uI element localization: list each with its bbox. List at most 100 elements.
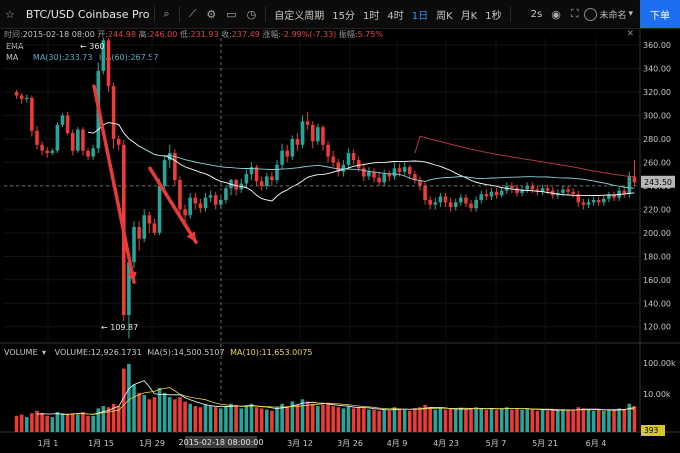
- volume-bar: [157, 387, 162, 432]
- period-1h[interactable]: 1时: [363, 10, 380, 22]
- volume-bar: [111, 403, 116, 432]
- toolbar-left: ☆ BTC/USD Coinbase Pro ⌕ ⟋ ⚙ ▭ ◷ 自定义周期 1…: [0, 0, 633, 28]
- volume-bar: [459, 408, 463, 432]
- volume-bar: [70, 413, 75, 432]
- search-icon[interactable]: ⌕: [163, 7, 170, 20]
- volume-bar: [55, 411, 60, 432]
- legend-volume[interactable]: VOLUME ▾ VOLUME:12,926.1731 MA(5):14,500…: [4, 348, 313, 357]
- volume-bar: [510, 409, 514, 432]
- clock-icon[interactable]: ◷: [246, 7, 257, 21]
- high-annotation: ← 360: [80, 42, 105, 51]
- candle-body: [111, 86, 116, 139]
- fullscreen-icon[interactable]: ⛶: [570, 7, 579, 20]
- legend-ma60: MA(60):267.57: [98, 53, 159, 62]
- candle-body: [254, 167, 259, 182]
- custom-period-dropdown[interactable]: 自定义周期: [274, 10, 325, 22]
- volume-bar: [561, 409, 565, 432]
- volume-bar: [627, 403, 632, 432]
- settings-icon[interactable]: ⚙: [206, 7, 217, 21]
- volume-bar: [550, 409, 555, 432]
- y-tick-label: 140.00: [643, 299, 671, 308]
- volume-bar: [351, 408, 356, 432]
- volume-tick-label: 10.00k: [643, 390, 671, 399]
- volume-bar: [229, 403, 233, 432]
- period-1s[interactable]: 1秒: [485, 10, 502, 22]
- volume-bar: [433, 409, 438, 432]
- volume-bar: [535, 410, 540, 432]
- ma30-line: [87, 122, 635, 202]
- candle-body: [474, 199, 478, 209]
- candle-body: [367, 171, 371, 177]
- order-button[interactable]: 下单: [640, 0, 680, 28]
- candle-body: [612, 195, 616, 198]
- volume-bar: [484, 409, 489, 432]
- candle-body: [86, 150, 90, 157]
- volume-bar: [356, 407, 361, 432]
- candle-body: [571, 191, 575, 195]
- x-tick-label: 1月 15: [88, 439, 114, 448]
- volume-bar: [137, 392, 141, 432]
- candle-body: [213, 195, 218, 205]
- volume-bar: [530, 409, 535, 432]
- volume-bar: [35, 410, 39, 432]
- vol-ma10-line: [62, 387, 635, 415]
- candle-body: [438, 196, 443, 203]
- candle-body: [499, 190, 504, 196]
- candle-body: [122, 144, 126, 316]
- refresh-interval[interactable]: 2s: [530, 8, 543, 20]
- camera-icon[interactable]: ◉: [551, 7, 561, 21]
- candle-body: [275, 164, 279, 181]
- candle-body: [305, 121, 310, 125]
- candle-body: [224, 188, 228, 200]
- candle-body: [535, 189, 540, 192]
- candle-body: [326, 144, 330, 157]
- volume-bar: [244, 406, 249, 432]
- candle-body: [310, 124, 315, 142]
- volume-bar: [540, 409, 545, 432]
- star-icon[interactable]: ☆: [5, 7, 15, 21]
- candle-body: [362, 168, 366, 177]
- close-icon[interactable]: ✕: [626, 29, 634, 39]
- volume-bar: [60, 413, 65, 432]
- candle-body: [632, 176, 637, 183]
- legend-vol-value: VOLUME:12,926.1731: [54, 348, 142, 357]
- y-tick-label: 220.00: [643, 205, 671, 214]
- toolbar: ☆ BTC/USD Coinbase Pro ⌕ ⟋ ⚙ ▭ ◷ 自定义周期 1…: [0, 0, 680, 29]
- change-value: -2.99%(-7.33): [281, 30, 337, 39]
- time-label: 时间:: [4, 30, 23, 39]
- volume-bar: [183, 401, 187, 432]
- legend-ma[interactable]: MA MA(30):233.73 MA(60):267.57: [6, 53, 158, 62]
- volume-bar: [336, 407, 341, 432]
- volume-bar: [418, 407, 422, 432]
- period-15m[interactable]: 15分: [332, 10, 355, 22]
- symbol-title[interactable]: BTC/USD Coinbase Pro: [25, 7, 150, 21]
- crosshair-date-label: 2015-02-18 08:00:00: [179, 438, 264, 447]
- period-4h[interactable]: 4时: [387, 10, 404, 22]
- change-label: 涨幅:: [262, 30, 282, 39]
- candle-body: [413, 174, 417, 181]
- candle-body: [91, 148, 95, 157]
- period-month[interactable]: 月K: [460, 10, 478, 22]
- volume-bar: [147, 399, 152, 432]
- candle-body: [515, 188, 519, 193]
- candle-body: [290, 138, 295, 157]
- legend-vol-ma5: MA(5):14,500.5107: [147, 348, 225, 357]
- volume-bar: [285, 406, 289, 432]
- volume-bar: [101, 406, 106, 432]
- user-menu[interactable]: 未命名 ▾: [583, 7, 633, 21]
- last-price-tag: [641, 175, 675, 188]
- candle-body: [346, 153, 351, 165]
- volume-bar: [234, 404, 238, 432]
- legend-ema[interactable]: EMA: [6, 42, 24, 51]
- volume-bar: [382, 409, 387, 432]
- legend-ma-label: MA: [6, 53, 19, 62]
- period-week[interactable]: 周K: [436, 10, 453, 22]
- candle-body: [443, 196, 448, 203]
- volume-bar: [392, 407, 397, 432]
- arrow-head: [186, 231, 196, 243]
- indicator-icon[interactable]: ⟋: [188, 7, 197, 20]
- layout-icon[interactable]: ▭: [226, 7, 237, 21]
- period-1d[interactable]: 1日: [411, 10, 429, 22]
- ema-line: [414, 135, 635, 178]
